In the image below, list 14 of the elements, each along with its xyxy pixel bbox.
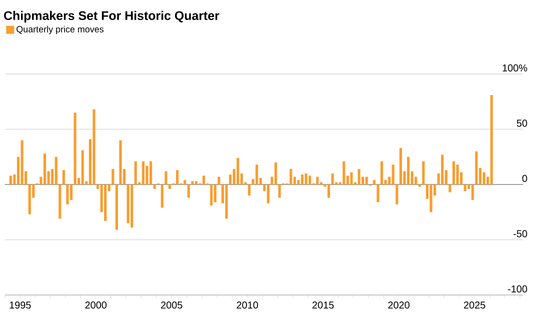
x-tick-label: 2015: [312, 302, 334, 309]
x-tick-label: 1995: [10, 302, 31, 309]
x-tick-label: 2010: [236, 302, 258, 309]
x-tick-label: 2005: [161, 302, 182, 309]
y-tick-label: 100%: [502, 64, 528, 72]
x-tick-label: 2020: [388, 302, 410, 309]
legend-label: Quarterly price moves: [16, 26, 104, 34]
x-tick-label: 2000: [85, 302, 107, 309]
chart-title: Chipmakers Set For Historic Quarter: [4, 10, 220, 22]
y-tick-label: -50: [514, 230, 528, 238]
x-tick-label: 2025: [464, 302, 486, 309]
y-tick-label: -100: [508, 285, 528, 292]
y-tick-label: 0: [522, 174, 528, 182]
y-tick-label: 50: [516, 120, 528, 127]
